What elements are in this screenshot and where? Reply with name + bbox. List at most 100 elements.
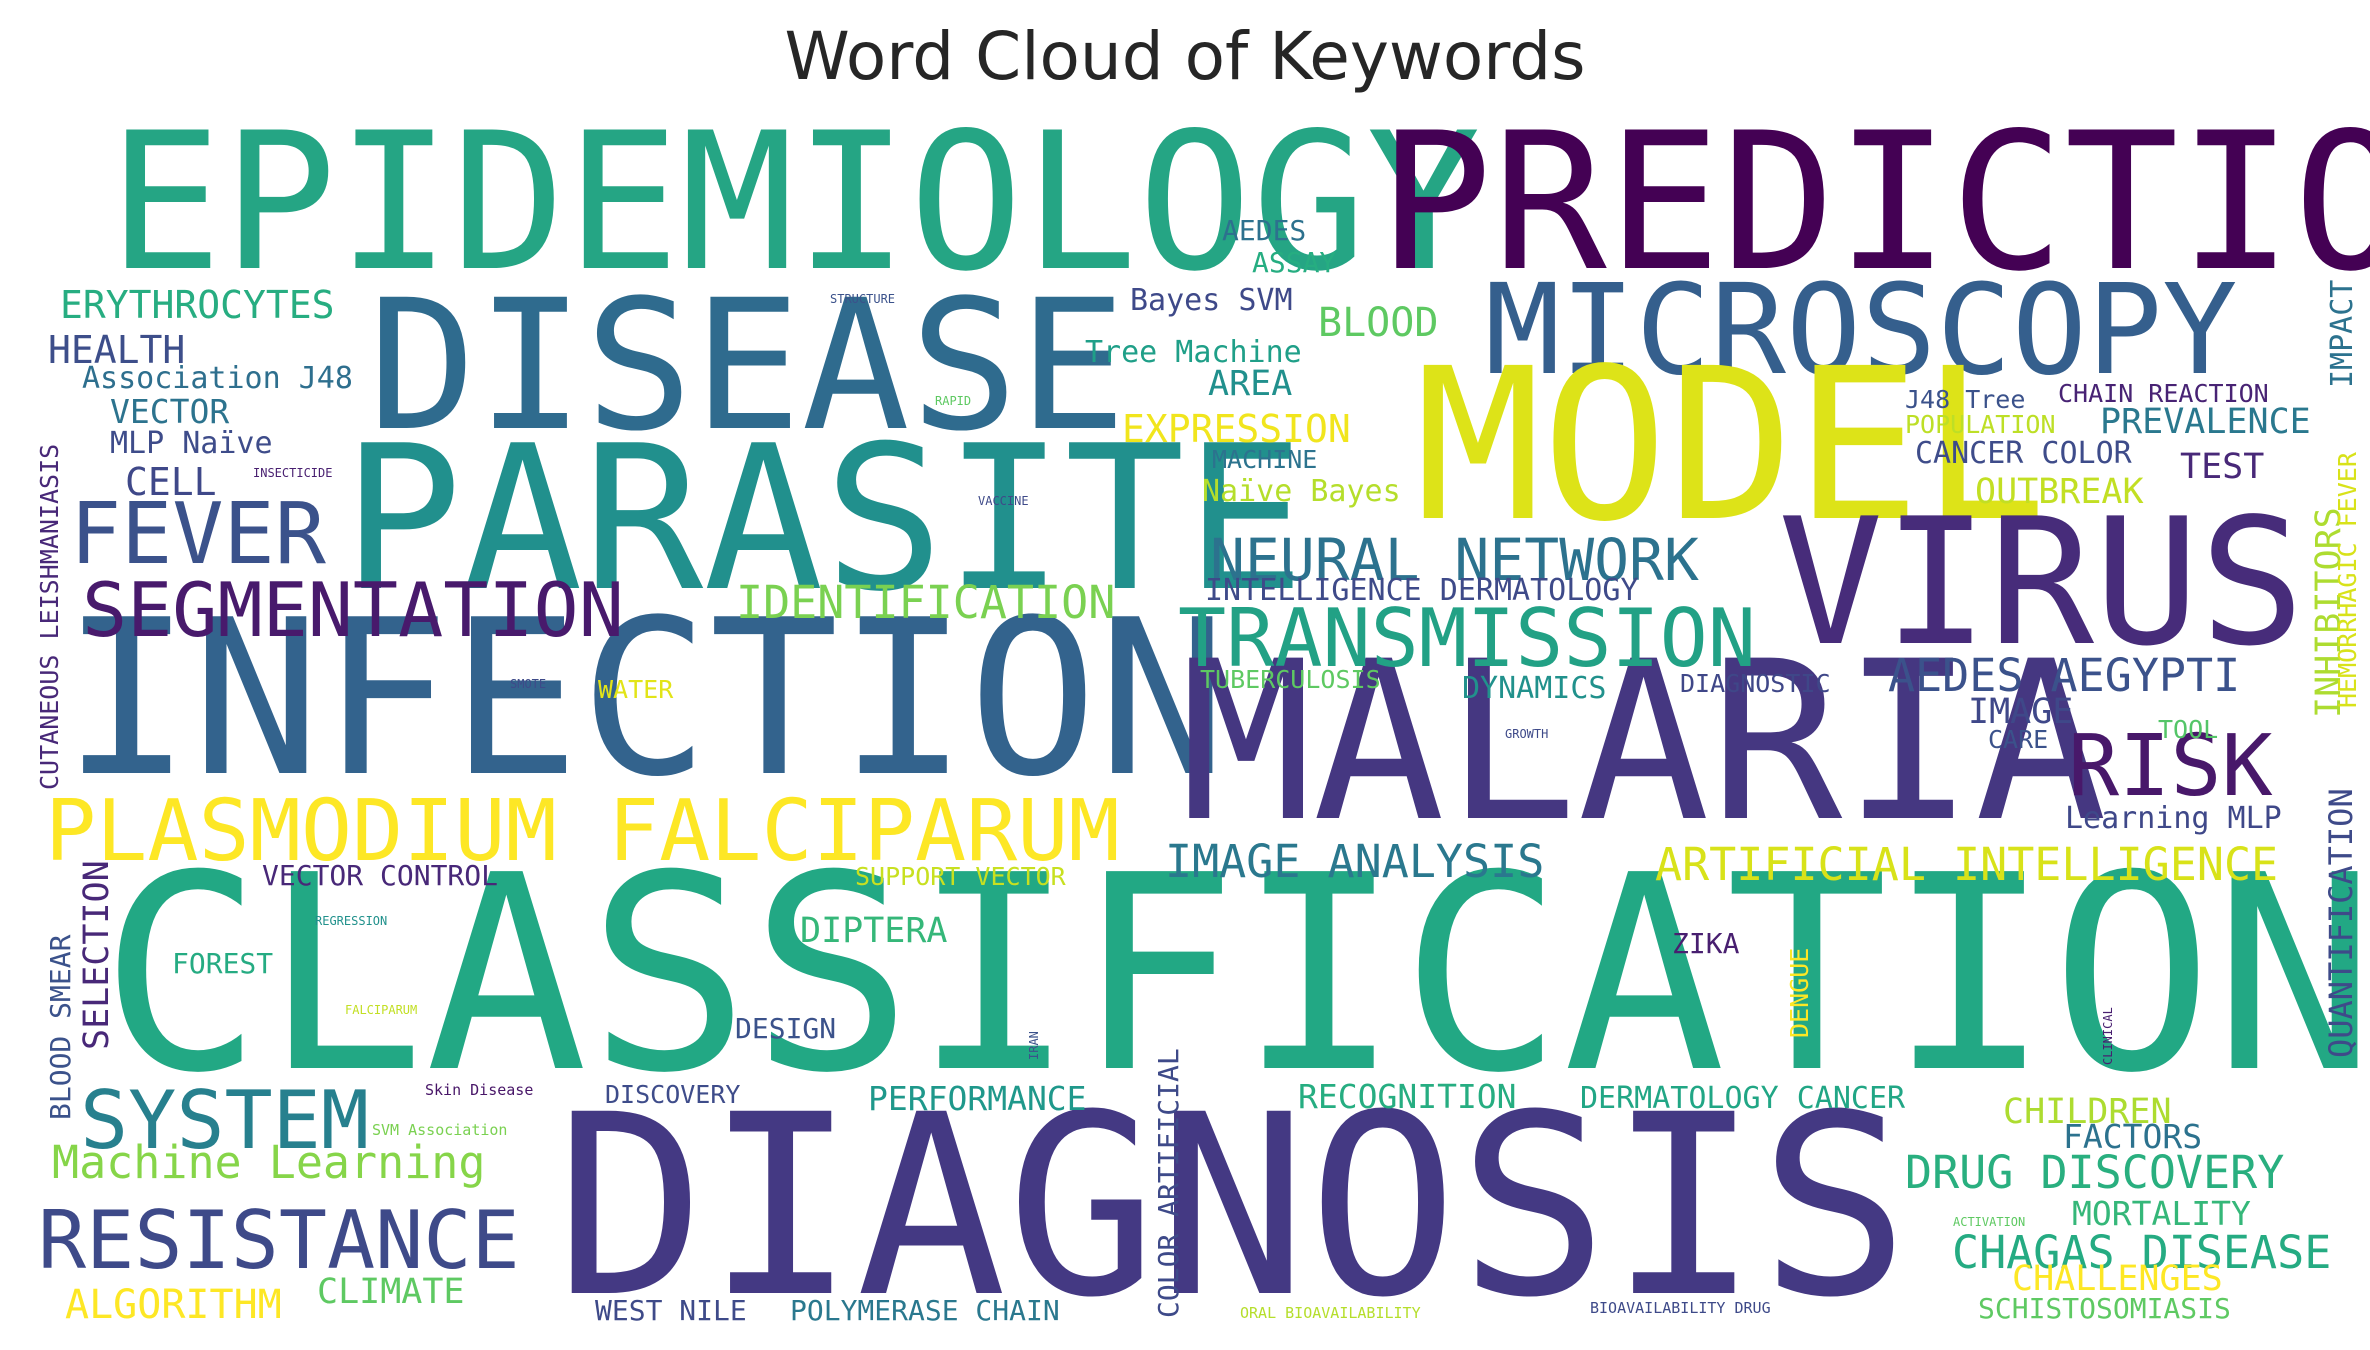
word-schistosomiasis: SCHISTOSOMIASIS xyxy=(1978,1292,2231,1325)
word-performance: PERFORMANCE xyxy=(868,1079,1087,1118)
word-selection: SELECTION xyxy=(77,860,117,1050)
word-dynamics: DYNAMICS xyxy=(1462,671,1607,706)
word-iran: IRAN xyxy=(1027,1031,1041,1060)
word-impact: IMPACT xyxy=(2325,280,2360,388)
word-artificial-intelligence: ARTIFICIAL INTELLIGENCE xyxy=(1655,838,2278,891)
word-resistance: RESISTANCE xyxy=(38,1194,520,1287)
word-virus: VIRUS xyxy=(1778,482,2305,685)
word-regression: REGRESSION xyxy=(315,914,387,928)
word-microscopy: MICROSCOPY xyxy=(1485,258,2238,403)
word-transmission: TRANSMISSION xyxy=(1178,592,1756,685)
word-structure: STRUCTURE xyxy=(830,292,895,306)
word-model: MODEL xyxy=(1415,323,2047,568)
word-intelligence-dermatology: INTELLIGENCE DERMATOLOGY xyxy=(1205,573,1638,608)
word-drug-discovery: DRUG DISCOVERY xyxy=(1905,1146,2284,1199)
word-parasite: PARASITE xyxy=(342,403,1305,636)
word-algorithm: ALGORITHM xyxy=(65,1282,282,1328)
word-disease: DISEASE xyxy=(368,262,1127,471)
word-chagas-disease: CHAGAS DISEASE xyxy=(1952,1226,2331,1279)
word-zika: ZIKA xyxy=(1672,927,1740,960)
word-quantification: QUANTIFICATION xyxy=(2322,788,2360,1058)
word-tool: TOOL xyxy=(2158,715,2218,744)
word-segmentation: SEGMENTATION xyxy=(82,566,624,654)
word-inhibitors: INHIBITORS xyxy=(2309,507,2349,718)
word-mortality: MORTALITY xyxy=(2072,1194,2251,1233)
word-diagnostic: DIAGNOSTIC xyxy=(1680,669,1831,698)
word-dengue: DENGUE xyxy=(1785,948,1814,1038)
word-association-j48: Association J48 xyxy=(82,361,353,396)
word-image: IMAGE xyxy=(1968,692,2073,732)
word-identification: IDENTIFICATION xyxy=(736,576,1115,629)
word-neural-network: NEURAL NETWORK xyxy=(1210,526,1699,594)
word-expression: EXPRESSION xyxy=(1122,407,1351,451)
word-diagnosis: DIAGNOSIS xyxy=(555,1061,1910,1350)
word-population: POPULATION xyxy=(1905,410,2056,439)
word-vaccine: VACCINE xyxy=(978,494,1029,508)
word-risk: RISK xyxy=(2068,717,2273,816)
word-factors: FACTORS xyxy=(2063,1117,2202,1156)
word-recognition: RECOGNITION xyxy=(1298,1077,1517,1116)
word-activation: ACTIVATION xyxy=(1953,1215,2025,1229)
word-growth: GROWTH xyxy=(1505,727,1548,741)
word-rapid: RAPID xyxy=(935,394,971,408)
word-mlp-na-ve: MLP Naïve xyxy=(110,426,273,461)
word-image-analysis: IMAGE ANALYSIS xyxy=(1165,835,1544,888)
word-outbreak: OUTBREAK xyxy=(1975,472,2144,512)
word-polymerase-chain: POLYMERASE CHAIN xyxy=(790,1294,1060,1327)
word-clinical: CLINICAL xyxy=(2101,1007,2115,1065)
word-falciparum: FALCIPARUM xyxy=(345,1003,417,1017)
word-epidemiology: EPIDEMIOLOGY xyxy=(108,92,1481,313)
word-area: AREA xyxy=(1208,364,1292,404)
word-support-vector: SUPPORT VECTOR xyxy=(855,862,1067,891)
word-water: WATER xyxy=(598,675,674,704)
word-aedes: AEDES xyxy=(1222,214,1306,247)
word-health: HEALTH xyxy=(48,328,185,372)
word-machine-learning: Machine Learning xyxy=(52,1136,485,1189)
word-assay: ASSAY xyxy=(1252,246,1336,279)
word-blood: BLOOD xyxy=(1318,300,1438,346)
word-erythrocytes: ERYTHROCYTES xyxy=(60,283,335,327)
word-plasmodium-falciparum: PLASMODIUM FALCIPARUM xyxy=(45,782,1120,881)
word-svm-association: SVM Association xyxy=(372,1121,507,1139)
word-cutaneous-leishmaniasis: CUTANEOUS LEISHMANIASIS xyxy=(35,444,64,790)
word-infection: INFECTION xyxy=(62,573,1227,824)
word-care: CARE xyxy=(1988,725,2048,754)
word-children: CHILDREN xyxy=(2003,1092,2172,1132)
word-bayes-svm: Bayes SVM xyxy=(1130,283,1293,318)
word-malaria: MALARIA xyxy=(1180,614,2107,870)
word-prevalence: PREVALENCE xyxy=(2100,402,2311,442)
word-oral-bioavailability: ORAL BIOAVAILABILITY xyxy=(1240,1304,1421,1322)
word-color-artificial: COLOR ARTIFICIAL xyxy=(1152,1048,1185,1318)
word-insecticide: INSECTICIDE xyxy=(253,466,332,480)
word-discovery: DISCOVERY xyxy=(605,1080,740,1109)
word-climate: CLIMATE xyxy=(317,1272,465,1312)
word-na-ve-bayes: Naïve Bayes xyxy=(1202,474,1401,509)
word-classification: CLASSIFICATION xyxy=(100,817,2370,1132)
word-cancer-color: CANCER COLOR xyxy=(1915,436,2133,471)
word-test: TEST xyxy=(2180,447,2264,487)
word-machine: MACHINE xyxy=(1212,445,1317,474)
word-aedes-aegypti: AEDES AEGYPTI xyxy=(1888,649,2240,702)
word-dermatology-cancer: DERMATOLOGY CANCER xyxy=(1580,1081,1906,1116)
word-blood-smear: BLOOD SMEAR xyxy=(44,934,77,1120)
word-system: SYSTEM xyxy=(80,1074,369,1167)
word-tree-machine: Tree Machine xyxy=(1085,335,1302,370)
word-chain-reaction: CHAIN REACTION xyxy=(2058,379,2269,408)
word-fever: FEVER xyxy=(70,485,327,584)
word-skin-disease: Skin Disease xyxy=(425,1081,533,1099)
chart-title: Word Cloud of Keywords xyxy=(784,18,1586,95)
word-cell: CELL xyxy=(125,460,217,504)
word-learning-mlp: Learning MLP xyxy=(2065,801,2282,836)
word-j48-tree: J48 Tree xyxy=(1905,385,2025,414)
word-smote: SMOTE xyxy=(510,677,546,691)
word-forest: FOREST xyxy=(172,947,273,980)
word-vector-control: VECTOR CONTROL xyxy=(262,859,498,892)
word-vector: VECTOR xyxy=(110,392,229,431)
word-bioavailability-drug: BIOAVAILABILITY DRUG xyxy=(1590,1299,1771,1317)
word-challenges: CHALLENGES xyxy=(2012,1259,2223,1299)
word-west-nile: WEST NILE xyxy=(595,1294,747,1327)
word-hemorrhagic-fever: HEMORRHAGIC FEVER xyxy=(2333,451,2362,708)
word-design: DESIGN xyxy=(735,1012,836,1045)
word-prediction: PREDICTION xyxy=(1378,92,2370,313)
